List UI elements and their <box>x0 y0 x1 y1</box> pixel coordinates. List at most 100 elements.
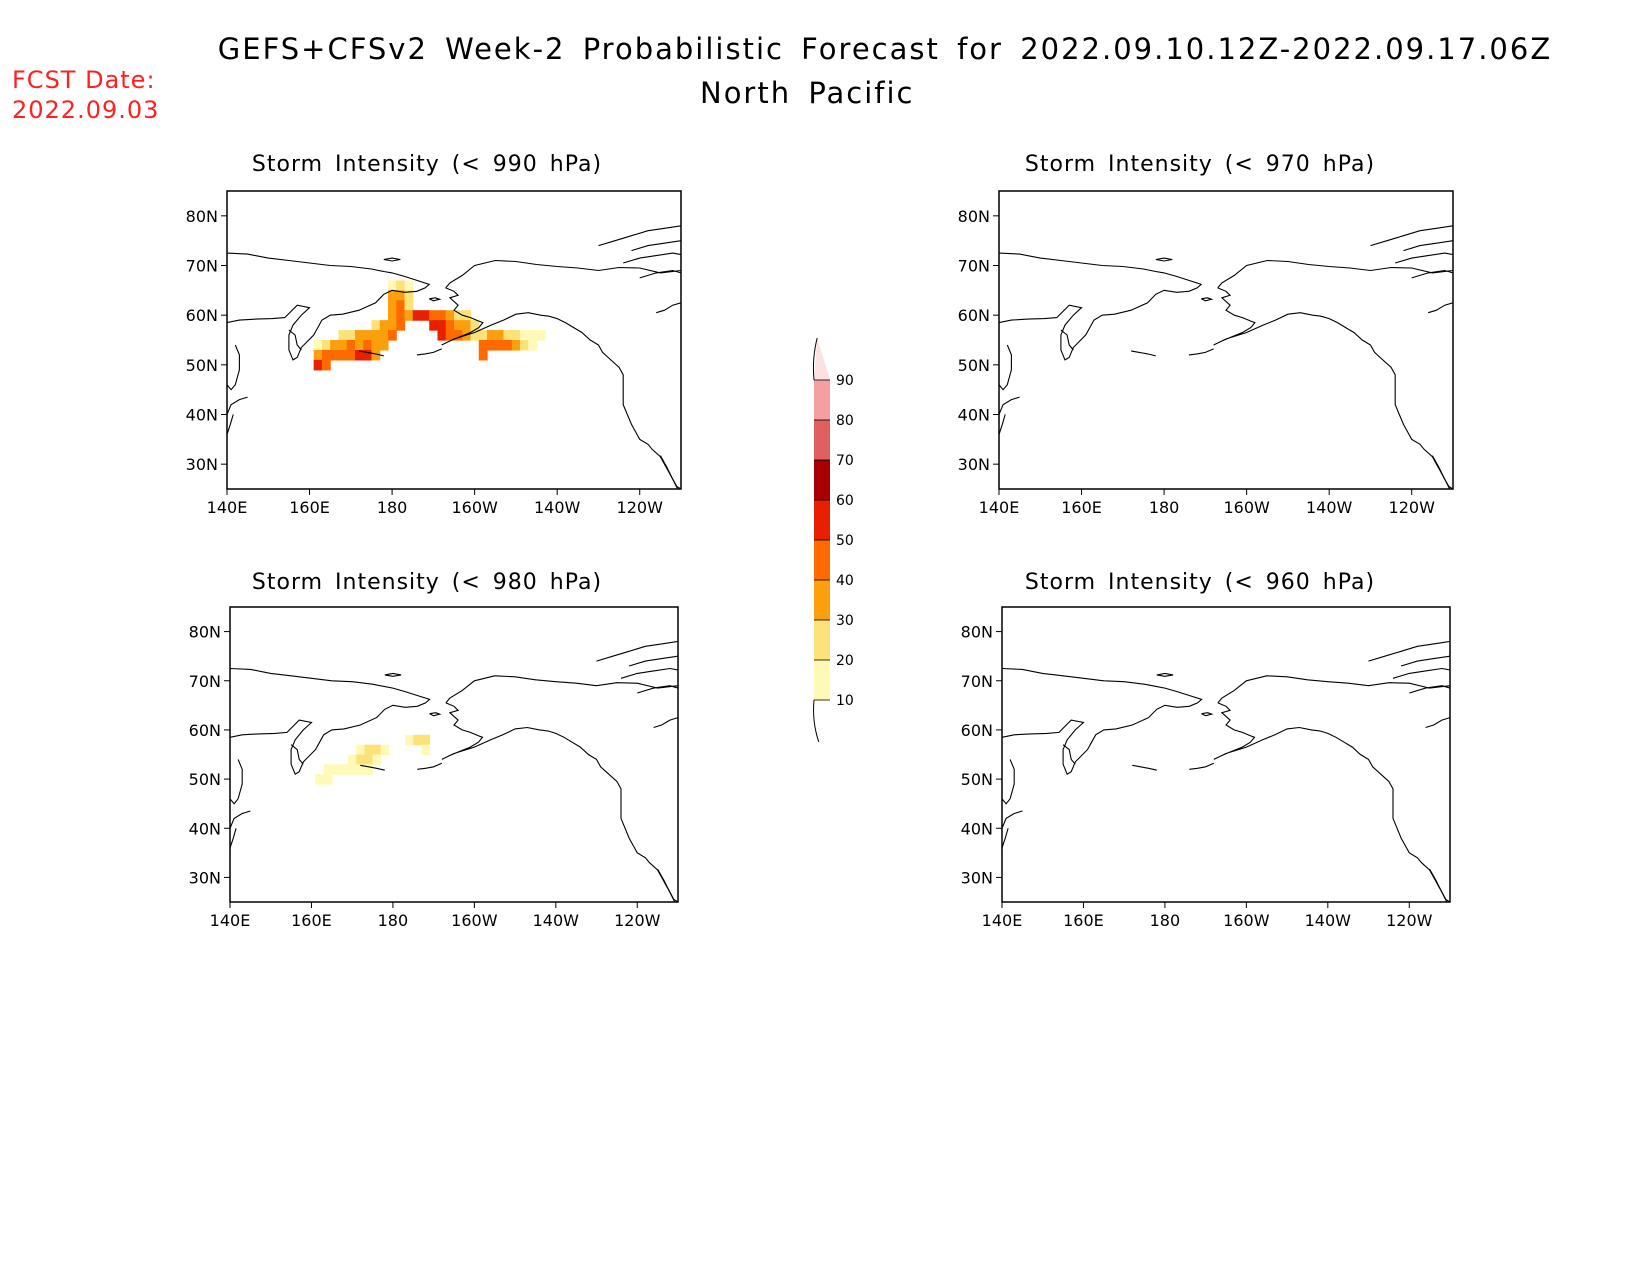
coastline <box>441 287 681 489</box>
probability-cell <box>396 290 406 301</box>
lat-tick-label: 40N <box>961 819 993 838</box>
lon-tick-label: 180 <box>1150 911 1181 930</box>
probability-cell <box>462 310 472 321</box>
probability-cell <box>404 280 414 291</box>
probability-cell <box>338 349 348 361</box>
coastline <box>441 702 678 902</box>
lon-tick-label: 160E <box>1063 911 1104 930</box>
lon-tick-label: 140E <box>207 498 248 517</box>
probability-cell <box>405 734 414 746</box>
colorbar-tick-label: 80 <box>836 413 854 429</box>
probability-cell <box>445 330 455 341</box>
lat-tick-label: 60N <box>186 306 218 325</box>
probability-cell <box>387 280 397 291</box>
probability-cell <box>356 754 365 765</box>
probability-cell <box>354 340 364 351</box>
probability-cell <box>323 774 333 785</box>
probability-cell <box>348 754 357 765</box>
colorbar-bottom-tip <box>813 699 820 743</box>
probability-cell <box>404 300 414 311</box>
probability-cell <box>346 349 356 361</box>
coastline <box>999 344 1012 391</box>
lat-tick-label: 50N <box>961 770 993 789</box>
colorbar-tick-label: 60 <box>836 493 854 509</box>
page-title: GEFS+CFSv2 Week-2 Probabilistic Forecast… <box>217 32 1553 66</box>
lat-tick-label: 50N <box>958 356 990 375</box>
coastline <box>227 414 234 435</box>
coastline <box>1189 762 1215 770</box>
coastline <box>288 329 302 351</box>
colorbar-tick-label: 70 <box>836 453 854 469</box>
probability-cell <box>372 744 382 756</box>
probability-cell <box>364 754 374 765</box>
probability-cell <box>528 340 538 351</box>
coastline <box>1411 269 1453 279</box>
coastline <box>1213 287 1453 489</box>
colorbar-tick-label: 90 <box>836 373 854 389</box>
colorbar-segment <box>814 540 830 580</box>
lon-tick-label: 120W <box>614 911 661 930</box>
probability-cell <box>339 764 349 775</box>
lat-tick-label: 80N <box>961 623 993 642</box>
probability-cell <box>437 320 447 331</box>
map-frame <box>1001 606 1451 903</box>
coastline <box>1155 257 1173 262</box>
coastline <box>623 252 681 264</box>
lon-tick-label: 160E <box>1061 498 1102 517</box>
probability-cell <box>487 340 496 351</box>
lon-tick-label: 160W <box>1223 911 1270 930</box>
coastline <box>598 225 681 247</box>
coastline <box>1002 810 1023 829</box>
colorbar-tick-label: 40 <box>836 573 854 589</box>
coastline <box>445 259 681 289</box>
lat-tick-label: 30N <box>186 455 218 474</box>
coastline <box>1002 667 1203 776</box>
probability-cell <box>354 349 364 361</box>
lat-tick-label: 30N <box>958 455 990 474</box>
colorbar-tick-label: 50 <box>836 533 854 549</box>
lat-tick-label: 70N <box>189 672 221 691</box>
probability-cell <box>454 310 463 321</box>
lon-tick-label: 120W <box>617 498 664 517</box>
lat-tick-label: 30N <box>961 868 993 887</box>
colorbar-segment <box>814 660 830 700</box>
probability-cell <box>379 320 389 331</box>
probability-cell <box>363 330 373 341</box>
lat-tick-label: 60N <box>958 306 990 325</box>
probability-cell <box>364 744 374 756</box>
coastline <box>429 712 442 717</box>
lon-tick-label: 180 <box>378 911 409 930</box>
coastline <box>1217 259 1453 289</box>
lat-tick-label: 80N <box>189 623 221 642</box>
probability-cell <box>372 754 382 765</box>
panel-title-970: Storm Intensity (< 970 hPa) <box>1024 152 1376 177</box>
colorbar-segment <box>814 500 830 540</box>
probability-cell <box>330 340 340 351</box>
panel-title-980: Storm Intensity (< 980 hPa) <box>251 570 603 595</box>
coastline <box>656 302 681 314</box>
lon-tick-label: 160W <box>451 498 498 517</box>
probability-cell <box>354 330 364 341</box>
coastline <box>1213 702 1450 902</box>
colorbar-segment <box>814 380 830 420</box>
panel-title-990: Storm Intensity (< 990 hPa) <box>251 152 603 177</box>
lon-tick-label: 180 <box>1149 498 1180 517</box>
probability-cell <box>413 734 423 746</box>
probability-cell <box>387 320 397 331</box>
page-subtitle: North Pacific <box>700 76 915 110</box>
probability-cell <box>346 340 356 351</box>
probability-cell <box>387 330 397 341</box>
coastline <box>230 828 237 849</box>
map-frame <box>226 190 682 490</box>
probability-cell <box>396 280 406 291</box>
lon-tick-label: 140W <box>1306 498 1353 517</box>
colorbar-tick-label: 20 <box>836 653 854 669</box>
coastline <box>227 396 248 415</box>
coastline <box>596 640 678 662</box>
probability-cell <box>520 330 529 341</box>
lat-tick-label: 30N <box>189 868 221 887</box>
coastline <box>1431 455 1451 489</box>
coastline <box>384 672 402 677</box>
coastline <box>1188 348 1214 356</box>
colorbar-tick-label: 10 <box>836 693 854 709</box>
